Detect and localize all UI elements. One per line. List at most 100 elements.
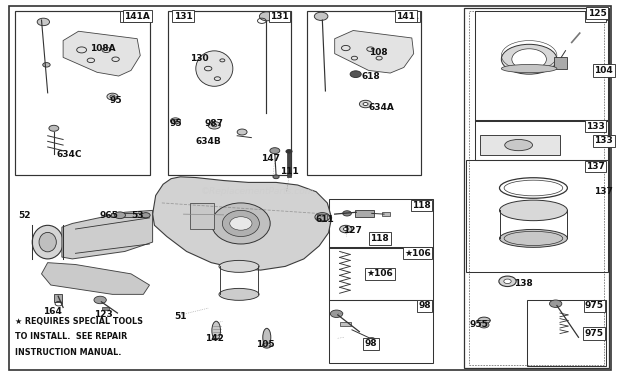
Circle shape — [262, 343, 271, 348]
Polygon shape — [335, 30, 414, 73]
Text: 137: 137 — [586, 162, 605, 171]
Text: 133: 133 — [595, 136, 613, 146]
Circle shape — [340, 225, 352, 233]
Circle shape — [141, 213, 150, 218]
Text: 104: 104 — [587, 12, 605, 21]
Bar — [466, 161, 608, 272]
Circle shape — [343, 227, 348, 230]
Polygon shape — [42, 263, 149, 294]
Text: 95: 95 — [169, 119, 182, 128]
Circle shape — [212, 124, 217, 127]
Bar — [111, 213, 147, 217]
Text: 141A: 141A — [121, 12, 147, 21]
Text: 131: 131 — [270, 12, 289, 21]
Bar — [355, 210, 374, 217]
Ellipse shape — [502, 64, 557, 73]
Circle shape — [94, 296, 106, 304]
Text: 164: 164 — [43, 308, 61, 317]
Text: TO INSTALL.  SEE REPAIR: TO INSTALL. SEE REPAIR — [15, 332, 127, 341]
Circle shape — [208, 121, 221, 129]
Bar — [102, 307, 109, 311]
Circle shape — [170, 118, 180, 124]
Bar — [476, 11, 608, 121]
Circle shape — [512, 49, 546, 70]
Text: 95: 95 — [109, 96, 122, 105]
Bar — [469, 11, 604, 365]
Ellipse shape — [500, 200, 567, 221]
Text: 141A: 141A — [124, 12, 150, 21]
Circle shape — [174, 120, 177, 122]
Text: ★106: ★106 — [404, 249, 431, 258]
Circle shape — [350, 71, 361, 77]
Circle shape — [549, 300, 562, 308]
Circle shape — [270, 148, 280, 154]
Circle shape — [237, 129, 247, 135]
Text: 98: 98 — [365, 339, 378, 348]
Bar — [168, 11, 291, 175]
Text: 125: 125 — [588, 10, 606, 18]
Text: 118: 118 — [370, 234, 389, 243]
Ellipse shape — [505, 139, 533, 151]
Circle shape — [343, 211, 352, 216]
Bar — [317, 214, 327, 220]
Ellipse shape — [39, 232, 56, 252]
Ellipse shape — [263, 328, 271, 346]
Circle shape — [107, 93, 118, 100]
Text: 108: 108 — [368, 49, 388, 58]
Bar — [476, 120, 608, 160]
Polygon shape — [153, 177, 332, 270]
Text: 987: 987 — [205, 119, 224, 128]
Bar — [464, 8, 609, 368]
Text: 975: 975 — [585, 329, 603, 338]
Text: 111: 111 — [280, 167, 298, 176]
Bar — [307, 11, 421, 175]
Bar — [15, 11, 149, 175]
Circle shape — [110, 95, 115, 98]
Ellipse shape — [223, 211, 259, 237]
Ellipse shape — [478, 317, 490, 324]
Text: 137: 137 — [595, 187, 613, 196]
Bar — [329, 199, 433, 248]
Circle shape — [43, 62, 50, 67]
Text: 142: 142 — [205, 334, 224, 343]
Text: 965: 965 — [100, 211, 119, 220]
Circle shape — [330, 310, 343, 317]
Ellipse shape — [211, 203, 270, 244]
Text: 127: 127 — [342, 226, 361, 235]
Ellipse shape — [196, 51, 233, 86]
Text: 634C: 634C — [56, 150, 82, 159]
Text: 611: 611 — [316, 215, 334, 224]
Text: 131: 131 — [174, 12, 193, 21]
Ellipse shape — [32, 225, 63, 259]
Circle shape — [114, 212, 125, 218]
Circle shape — [504, 279, 511, 284]
Text: 98: 98 — [418, 302, 431, 311]
Bar — [329, 300, 433, 364]
Text: 104: 104 — [595, 66, 613, 75]
Text: 53: 53 — [131, 211, 143, 220]
Text: 118: 118 — [412, 201, 431, 210]
Bar — [527, 300, 606, 366]
Circle shape — [499, 276, 516, 287]
Text: 51: 51 — [174, 312, 187, 321]
Polygon shape — [63, 31, 140, 76]
Ellipse shape — [212, 321, 221, 340]
Text: 123: 123 — [94, 311, 113, 319]
Text: 634A: 634A — [368, 103, 394, 112]
Bar — [190, 203, 215, 229]
Circle shape — [315, 213, 330, 221]
Text: 125: 125 — [588, 9, 606, 18]
Circle shape — [230, 217, 252, 230]
Ellipse shape — [502, 44, 557, 74]
Ellipse shape — [500, 229, 567, 247]
Bar — [55, 294, 63, 302]
Circle shape — [360, 100, 372, 108]
Bar — [287, 153, 291, 177]
Bar — [329, 247, 433, 300]
Circle shape — [368, 338, 376, 342]
Circle shape — [273, 175, 279, 179]
Text: 634B: 634B — [195, 137, 221, 146]
Bar — [480, 135, 560, 155]
Bar — [382, 212, 389, 216]
Bar — [554, 58, 567, 68]
